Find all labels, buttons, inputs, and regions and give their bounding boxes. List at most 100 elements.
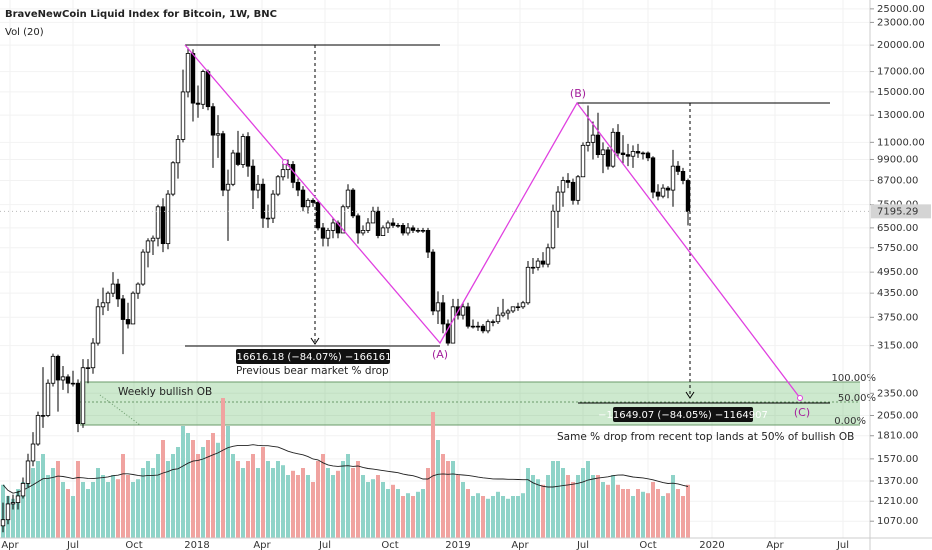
candle-body <box>665 187 671 191</box>
volume-bar <box>126 475 130 538</box>
candle-body <box>575 176 581 201</box>
volume-bar <box>81 482 85 538</box>
volume-bar <box>96 468 100 538</box>
volume-bar <box>151 468 155 538</box>
candle-body <box>295 181 301 191</box>
volume-bar <box>591 475 595 538</box>
volume-bar <box>181 426 185 538</box>
candle-body <box>590 134 596 143</box>
volume-bar <box>86 489 90 538</box>
fib-diagonal <box>99 394 141 426</box>
volume-bar <box>656 489 660 538</box>
candle-body <box>450 306 456 344</box>
candle-body <box>465 306 471 327</box>
volume-bar <box>471 496 475 538</box>
volume-bar <box>536 479 540 538</box>
candle-body <box>160 206 166 245</box>
volume-group <box>1 398 690 538</box>
volume-bar <box>386 489 390 538</box>
volume-bar <box>316 461 320 538</box>
candle-body <box>120 298 126 320</box>
measure-label: −16616.18 (−84.07%) −1661618 <box>228 352 398 363</box>
volume-bar <box>501 496 505 538</box>
volume-bar <box>491 496 495 538</box>
y-tick-label: 8700.00 <box>877 175 918 186</box>
volume-bar <box>676 489 680 538</box>
candle-body <box>340 206 346 234</box>
x-tick-label: 2019 <box>445 540 470 550</box>
measure-box <box>236 349 390 364</box>
candle-body <box>490 321 496 323</box>
candle-body <box>200 71 206 105</box>
volume-bar <box>11 498 15 538</box>
volume-bar <box>41 454 45 538</box>
volume-bar <box>511 496 515 538</box>
volume-bar <box>226 426 230 538</box>
x-tick-label: Apr <box>1 540 19 550</box>
x-tick-label: Jul <box>318 540 331 550</box>
candle-body <box>645 152 651 159</box>
candle-body <box>535 260 541 268</box>
candle-body <box>570 181 576 201</box>
candle-body <box>275 176 281 195</box>
volume-bar <box>176 447 180 538</box>
measure-box <box>613 407 753 422</box>
candle-body <box>540 260 546 265</box>
volume-bar <box>121 454 125 538</box>
volume-bar <box>646 493 650 538</box>
candle-body <box>45 382 51 416</box>
volume-bar <box>546 475 550 538</box>
candle-body <box>405 227 411 234</box>
wave-line <box>184 44 801 399</box>
candle-body <box>515 306 521 309</box>
volume-bar <box>271 468 275 538</box>
y-tick-label: 1210.00 <box>877 496 918 507</box>
volume-bar <box>541 484 545 538</box>
volume-bar <box>161 440 165 538</box>
candle-body <box>35 415 41 445</box>
note: Same % drop from recent top lands at 50%… <box>557 431 854 443</box>
candle-body <box>245 136 251 167</box>
candle-body <box>440 302 446 325</box>
candle-body <box>660 187 666 197</box>
volume-bar <box>51 468 55 538</box>
wave-label: (C) <box>794 406 810 419</box>
volume-bar <box>556 461 560 538</box>
y-tick-label: 13000.00 <box>877 110 925 121</box>
candle-body <box>205 71 211 108</box>
candle-body <box>320 227 326 239</box>
candle-body <box>90 342 96 369</box>
candle-body <box>545 247 551 265</box>
volume-bar <box>516 496 520 538</box>
candle-body <box>655 191 661 197</box>
candle-body <box>505 310 511 314</box>
candle-body <box>230 152 236 185</box>
candle-body <box>225 183 231 191</box>
volume-bar <box>341 461 345 538</box>
volume-bar <box>251 454 255 538</box>
candle-body <box>175 139 181 164</box>
candle-body <box>170 162 176 195</box>
candle-body <box>460 306 466 316</box>
candle-body <box>650 157 656 193</box>
candle-body <box>620 152 626 156</box>
candle-body <box>435 302 441 312</box>
candle-body <box>300 189 306 208</box>
volume-bar <box>136 479 140 538</box>
volume-bar <box>361 475 365 538</box>
candle-body <box>585 141 591 146</box>
wave-point <box>282 159 288 165</box>
volume-bar <box>581 468 585 538</box>
candle-body <box>165 193 171 245</box>
candle-body <box>560 180 566 193</box>
candle-body <box>385 222 391 229</box>
candle-body <box>180 91 186 140</box>
candle-body <box>565 180 571 183</box>
volume-bar <box>311 482 315 538</box>
volume-bar <box>621 489 625 538</box>
volume-bar <box>401 496 405 538</box>
candle-body <box>270 193 276 219</box>
candle-body <box>485 321 491 332</box>
